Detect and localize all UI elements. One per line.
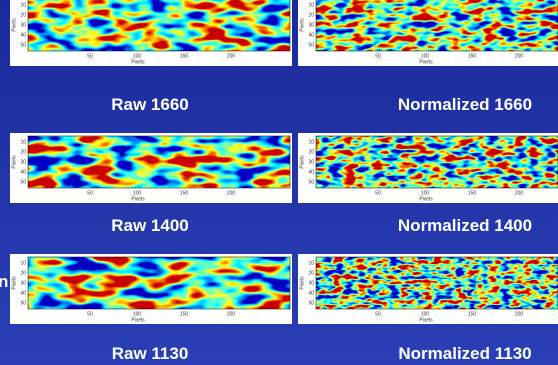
y-tick-label: 40	[308, 169, 314, 175]
y-tick-label: 10	[20, 260, 26, 266]
x-tick-label: 150	[468, 190, 477, 196]
x-axis-label: Pixels	[419, 59, 433, 65]
y-tick-label: 20	[308, 270, 314, 276]
y-tick-label: 50	[20, 300, 26, 306]
x-tick-label: 50	[375, 53, 381, 59]
y-tick-label: 30	[308, 159, 314, 165]
y-tick-label: 50	[308, 300, 314, 306]
x-tick-label: 150	[468, 311, 477, 317]
y-tick-label: 30	[20, 159, 26, 165]
x-axis-label: Pixels	[131, 59, 145, 65]
x-axis-label: Pixels	[419, 196, 433, 202]
y-tick-label: 10	[308, 260, 314, 266]
y-axis-label: Pixels	[299, 155, 305, 169]
heatmap	[28, 257, 290, 309]
y-tick-label: 30	[20, 22, 26, 28]
caption: Raw 1400	[111, 216, 189, 235]
y-tick-label: 30	[20, 280, 26, 286]
x-tick-label: 200	[515, 53, 524, 59]
y-tick-label: 10	[308, 139, 314, 145]
x-tick-label: 200	[515, 311, 524, 317]
y-axis-label: Pixels	[299, 18, 305, 32]
heatmap	[316, 257, 558, 309]
heatmap	[316, 136, 558, 188]
x-tick-label: 150	[180, 53, 189, 59]
slide: n 1020304050Pixels50100150200PixelsRaw 1…	[0, 0, 558, 365]
caption: Raw 1660	[111, 95, 189, 114]
x-tick-label: 150	[468, 53, 477, 59]
y-tick-label: 40	[308, 290, 314, 296]
caption: Normalized 1400	[398, 216, 532, 235]
y-tick-label: 20	[20, 12, 26, 18]
x-tick-label: 150	[180, 190, 189, 196]
y-tick-label: 40	[308, 32, 314, 38]
y-tick-label: 20	[308, 12, 314, 18]
y-axis-label: Pixels	[11, 276, 17, 290]
x-tick-label: 200	[227, 190, 236, 196]
y-tick-label: 50	[20, 42, 26, 48]
y-tick-label: 50	[308, 179, 314, 185]
y-tick-label: 20	[308, 149, 314, 155]
y-tick-label: 40	[20, 32, 26, 38]
caption: Normalized 1130	[398, 344, 531, 363]
y-tick-label: 30	[308, 280, 314, 286]
x-tick-label: 200	[515, 190, 524, 196]
y-tick-label: 20	[20, 149, 26, 155]
x-tick-label: 150	[180, 311, 189, 317]
x-axis-label: Pixels	[131, 196, 145, 202]
x-tick-label: 50	[87, 190, 93, 196]
y-tick-label: 10	[20, 2, 26, 8]
x-tick-label: 200	[227, 311, 236, 317]
x-tick-label: 50	[375, 311, 381, 317]
y-axis-label: Pixels	[299, 276, 305, 290]
y-tick-label: 50	[20, 179, 26, 185]
y-axis-label: Pixels	[11, 18, 17, 32]
caption: Normalized 1660	[398, 95, 532, 114]
x-axis-label: Pixels	[419, 317, 433, 323]
y-tick-label: 30	[308, 22, 314, 28]
y-tick-label: 50	[308, 42, 314, 48]
heatmap	[28, 0, 290, 51]
heatmap	[28, 136, 290, 188]
y-tick-label: 40	[20, 169, 26, 175]
x-axis-label: Pixels	[131, 317, 145, 323]
caption: Raw 1130	[112, 344, 189, 363]
x-tick-label: 200	[227, 53, 236, 59]
y-tick-label: 20	[20, 270, 26, 276]
y-tick-label: 10	[308, 2, 314, 8]
page: n 1020304050Pixels50100150200PixelsRaw 1…	[0, 0, 558, 365]
y-axis-label: Pixels	[11, 155, 17, 169]
x-tick-label: 50	[87, 53, 93, 59]
cut-text: n	[0, 272, 8, 291]
y-tick-label: 10	[20, 139, 26, 145]
x-tick-label: 50	[375, 190, 381, 196]
heatmap	[316, 0, 558, 51]
x-tick-label: 50	[87, 311, 93, 317]
y-tick-label: 40	[20, 290, 26, 296]
